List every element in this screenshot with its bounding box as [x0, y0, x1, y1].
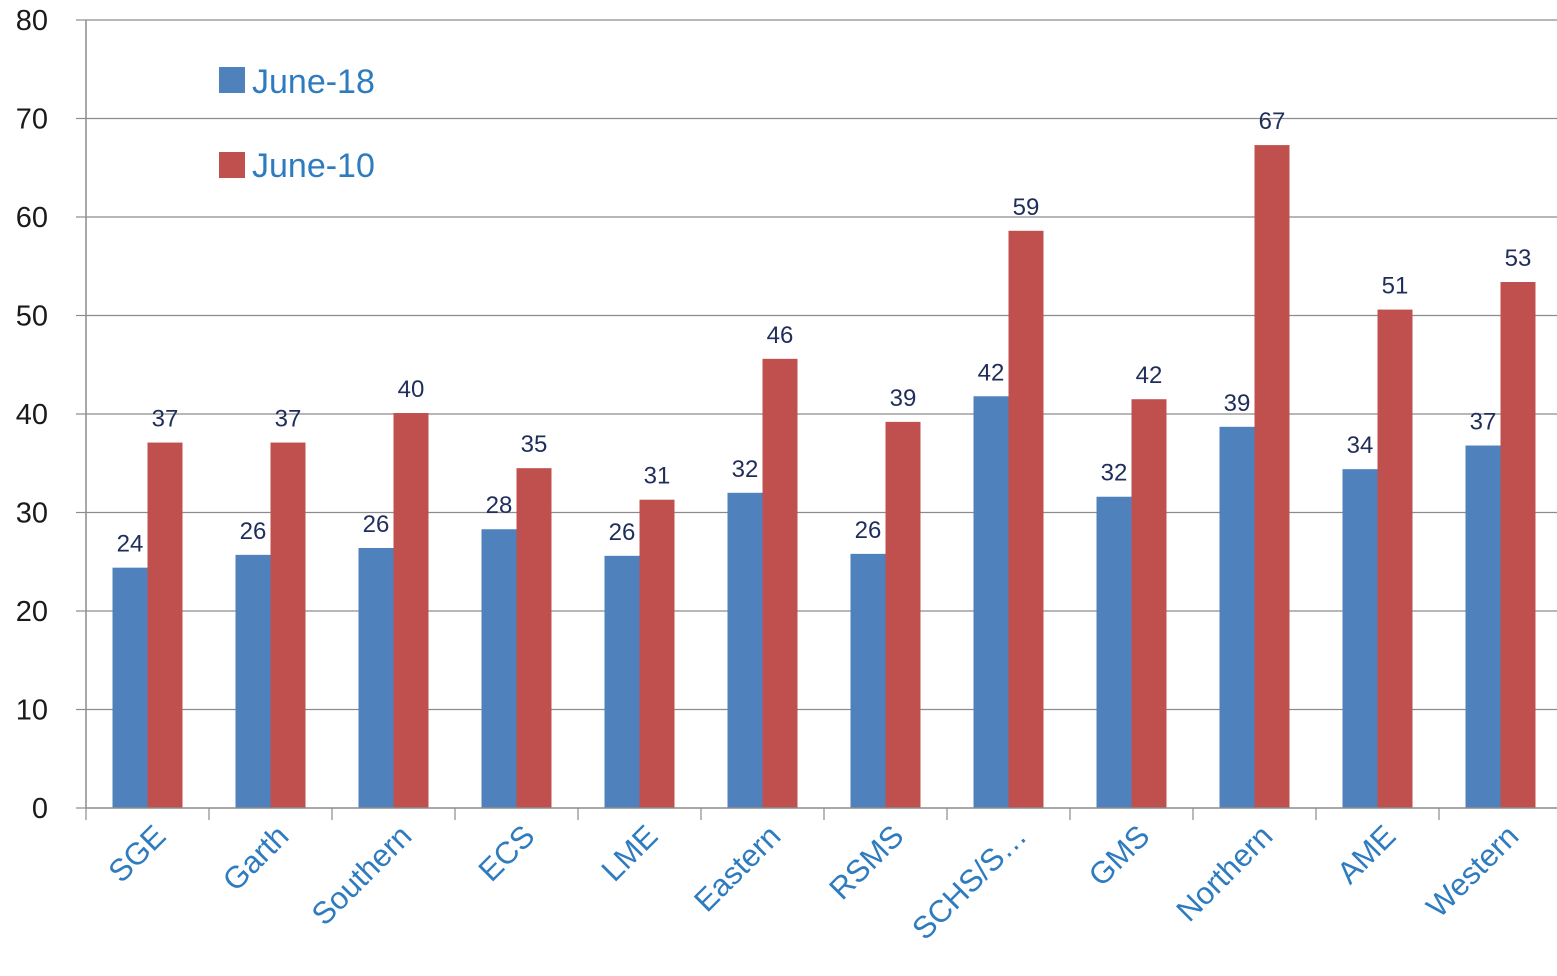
- x-tick-label: Garth: [216, 818, 296, 898]
- data-label: 53: [1505, 245, 1532, 272]
- bar-june-18-10: [1342, 469, 1378, 808]
- data-label: 32: [1101, 460, 1128, 487]
- bar-june-18-2: [358, 547, 394, 808]
- y-tick-label: 0: [32, 793, 48, 825]
- bar-june-18-9: [1219, 426, 1255, 808]
- data-label: 37: [1470, 409, 1497, 436]
- bar-june-18-11: [1465, 445, 1501, 808]
- data-label: 37: [275, 406, 302, 433]
- bar-june-18-7: [973, 396, 1009, 808]
- legend-swatch-june-18: [219, 67, 245, 93]
- bar-june-18-0: [112, 567, 148, 808]
- bar-june-10-0: [147, 442, 183, 808]
- data-label: 26: [609, 519, 636, 546]
- x-tick-label: Western: [1419, 818, 1525, 924]
- data-label: 39: [890, 385, 917, 412]
- data-label: 35: [521, 431, 548, 458]
- data-label: 37: [152, 406, 179, 433]
- data-label: 24: [117, 531, 144, 558]
- bars: [112, 145, 1536, 809]
- y-tick-label: 20: [16, 596, 48, 628]
- bar-june-10-3: [516, 468, 552, 808]
- data-label: 26: [363, 511, 390, 538]
- bar-june-18-8: [1096, 496, 1132, 808]
- x-tick-label: ECS: [472, 818, 542, 888]
- x-tick-label: RSMS: [822, 818, 910, 906]
- y-tick-label: 30: [16, 498, 48, 530]
- bar-june-10-10: [1377, 309, 1413, 808]
- bar-june-10-7: [1008, 230, 1044, 809]
- data-label: 51: [1382, 273, 1409, 300]
- x-tick-label: LME: [595, 818, 665, 888]
- bar-june-18-4: [604, 555, 640, 808]
- data-labels: 24 37 26 37 26 40 28 35 26 31 32 46 26 39 42 59 32 42 39 67…: [117, 108, 1532, 558]
- gridlines: [86, 19, 1557, 711]
- data-label: 26: [240, 518, 267, 545]
- legend-label-june-18: June-18: [252, 63, 375, 101]
- data-label: 42: [1136, 362, 1163, 389]
- data-label: 31: [644, 463, 671, 490]
- x-tick-label: Eastern: [687, 818, 787, 918]
- bar-june-10-11: [1500, 282, 1536, 808]
- x-axis: SGE Garth Southern ECS LME Eastern RSMSSCHS/S……: [85, 807, 1557, 946]
- bar-june-10-6: [885, 421, 921, 808]
- y-tick-label: 80: [16, 5, 48, 37]
- y-tick-label: 60: [16, 202, 48, 234]
- data-label: 34: [1347, 432, 1374, 459]
- data-label: 67: [1259, 108, 1286, 135]
- data-label: 42: [978, 359, 1005, 386]
- bar-june-18-3: [481, 529, 517, 808]
- x-tick-label: Northern: [1169, 818, 1279, 928]
- data-label: 46: [767, 322, 794, 349]
- legend: June-18 June-10: [219, 63, 375, 185]
- y-tick-label: 10: [16, 695, 48, 727]
- y-axis: 0 10 20 30 40 50 60 70 80: [16, 5, 87, 825]
- data-label: 59: [1013, 194, 1040, 221]
- data-label: 40: [398, 376, 425, 403]
- bar-june-10-4: [639, 499, 675, 808]
- x-tick-label: SGE: [101, 818, 172, 889]
- legend-label-june-10: June-10: [252, 147, 375, 185]
- x-tick-label: GMS: [1082, 818, 1157, 893]
- bar-june-18-6: [850, 553, 886, 808]
- bar-june-18-5: [727, 492, 763, 808]
- data-label: 32: [732, 456, 759, 483]
- y-tick-label: 40: [16, 399, 48, 431]
- data-label: 39: [1224, 390, 1251, 417]
- bar-june-18-1: [235, 554, 271, 808]
- x-tick-label: SCHS/S…: [905, 818, 1033, 946]
- data-label: 28: [486, 492, 513, 519]
- x-tick-label: AME: [1330, 818, 1402, 890]
- y-tick-label: 50: [16, 301, 48, 333]
- data-label: 26: [855, 517, 882, 544]
- bar-june-10-9: [1254, 145, 1290, 809]
- legend-swatch-june-10: [219, 152, 245, 178]
- y-tick-label: 70: [16, 104, 48, 136]
- x-tick-label: Southern: [305, 818, 419, 932]
- bar-june-10-2: [393, 413, 429, 808]
- bar-june-10-8: [1131, 399, 1167, 808]
- bar-june-10-5: [762, 358, 798, 808]
- bar-june-10-1: [270, 442, 306, 808]
